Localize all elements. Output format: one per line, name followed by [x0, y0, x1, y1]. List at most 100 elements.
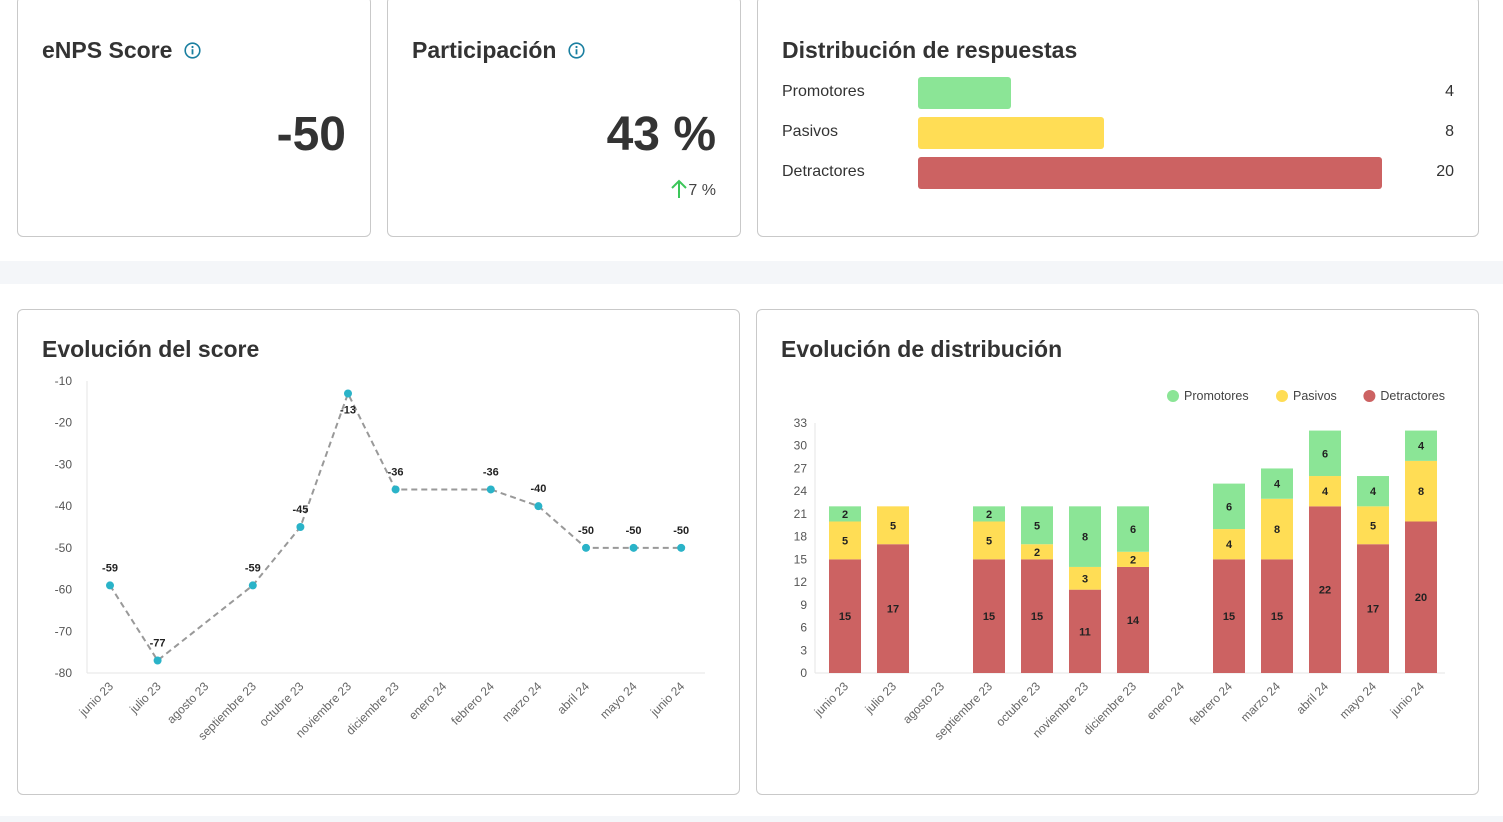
x-tick-label: enero 24: [406, 679, 450, 723]
bar-segment-pasivos[interactable]: [1213, 529, 1245, 560]
x-tick-label: mayo 24: [597, 679, 640, 722]
score-point[interactable]: [153, 656, 162, 665]
x-tick-label: julio 23: [126, 679, 164, 717]
bar-segment-detractores[interactable]: [877, 544, 909, 673]
x-tick-label: marzo 24: [1238, 679, 1284, 725]
bar-data-label: 15: [1271, 611, 1283, 623]
x-tick-label: junio 23: [811, 679, 852, 720]
y-tick-label: -60: [55, 583, 73, 597]
bar-segment-pasivos[interactable]: [1261, 498, 1293, 560]
y-tick-label: 27: [794, 461, 808, 475]
x-tick-label: enero 24: [1144, 679, 1188, 723]
participation-title-text: Participación: [412, 37, 557, 63]
score-point[interactable]: [296, 523, 305, 531]
x-tick-label: abril 24: [1293, 679, 1331, 717]
legend-label-promotores[interactable]: Promotores: [1184, 389, 1249, 403]
bar-segment-detractores[interactable]: [1405, 521, 1437, 673]
bar-segment-pasivos[interactable]: [1405, 460, 1437, 522]
info-icon[interactable]: [184, 38, 202, 65]
bar-data-label: 6: [1130, 524, 1136, 536]
distribution-title: Distribución de respuestas: [782, 37, 1078, 63]
participation-card: Participación 43 % 7 %: [387, 0, 741, 237]
score-point[interactable]: [582, 543, 590, 552]
x-tick-label: febrero 24: [1187, 679, 1236, 728]
distribution-bar-2[interactable]: [918, 157, 1382, 189]
bar-segment-promotores[interactable]: [1213, 483, 1245, 530]
bar-segment-promotores[interactable]: [1405, 430, 1437, 461]
y-tick-label: 3: [800, 643, 807, 657]
bar-segment-detractores[interactable]: [829, 559, 861, 673]
x-tick-label: junio 24: [647, 679, 688, 720]
legend-label-pasivos[interactable]: Pasivos: [1293, 389, 1337, 403]
bar-segment-pasivos[interactable]: [877, 506, 909, 545]
score-point[interactable]: [106, 581, 114, 590]
score-data-label: -59: [102, 562, 118, 574]
x-tick-label: octubre 23: [993, 679, 1043, 729]
bar-segment-promotores[interactable]: [1357, 476, 1389, 507]
enps-card: eNPS Score -50: [17, 0, 371, 237]
bar-segment-pasivos[interactable]: [973, 521, 1005, 560]
x-tick-label: octubre 23: [257, 679, 307, 729]
bar-data-label: 15: [839, 611, 851, 623]
y-tick-label: 15: [794, 552, 808, 566]
bar-segment-pasivos[interactable]: [829, 521, 861, 560]
y-tick-label: 30: [794, 439, 808, 453]
y-tick-label: -20: [55, 416, 73, 430]
y-tick-label: -70: [55, 624, 73, 638]
bar-segment-promotores[interactable]: [1021, 506, 1053, 545]
bar-data-label: 5: [1034, 520, 1040, 532]
bar-segment-promotores[interactable]: [829, 506, 861, 522]
y-tick-label: 9: [800, 598, 807, 612]
score-point[interactable]: [344, 389, 352, 398]
bar-segment-pasivos[interactable]: [1309, 476, 1341, 507]
score-data-label: -40: [530, 483, 546, 495]
bar-segment-detractores[interactable]: [1021, 559, 1053, 673]
score-point[interactable]: [486, 485, 495, 494]
bar-data-label: 8: [1418, 486, 1424, 498]
bar-segment-pasivos[interactable]: [1117, 551, 1149, 567]
legend-marker-promotores[interactable]: [1167, 390, 1179, 402]
legend-label-detractores[interactable]: Detractores: [1380, 389, 1445, 403]
bar-segment-detractores[interactable]: [1069, 589, 1101, 673]
bar-data-label: 15: [1031, 611, 1043, 623]
bar-data-label: 4: [1226, 539, 1233, 551]
score-point[interactable]: [248, 581, 257, 590]
bar-segment-detractores[interactable]: [1357, 544, 1389, 673]
bar-data-label: 6: [1226, 501, 1232, 513]
bar-data-label: 5: [1370, 520, 1376, 532]
bar-segment-detractores[interactable]: [1309, 506, 1341, 673]
bar-segment-pasivos[interactable]: [1357, 506, 1389, 545]
score-point[interactable]: [629, 543, 638, 552]
distribution-value-1: 8: [1445, 123, 1454, 140]
x-tick-label: mayo 24: [1337, 679, 1380, 722]
bar-segment-promotores[interactable]: [1261, 468, 1293, 499]
bar-segment-detractores[interactable]: [1213, 559, 1245, 673]
bar-data-label: 5: [842, 535, 848, 547]
enps-value: -50: [276, 108, 346, 161]
score-data-label: -59: [245, 562, 261, 574]
bar-segment-detractores[interactable]: [1117, 566, 1149, 673]
distribution-bar-1[interactable]: [918, 117, 1104, 149]
bar-segment-pasivos[interactable]: [1021, 544, 1053, 560]
info-icon[interactable]: [568, 38, 586, 65]
y-tick-label: 18: [794, 530, 808, 544]
bar-segment-promotores[interactable]: [1069, 506, 1101, 567]
participation-delta: 7 %: [670, 179, 716, 200]
legend-marker-pasivos[interactable]: [1276, 390, 1288, 402]
bar-segment-detractores[interactable]: [973, 559, 1005, 673]
score-data-label: -50: [578, 525, 594, 537]
y-tick-label: -30: [55, 457, 73, 471]
score-point[interactable]: [677, 543, 686, 552]
distribution-card: Distribución de respuestas Promotores 4 Pa…: [757, 0, 1479, 237]
bar-segment-detractores[interactable]: [1261, 559, 1293, 673]
bar-segment-pasivos[interactable]: [1069, 566, 1101, 590]
bar-segment-promotores[interactable]: [1117, 506, 1149, 552]
score-data-label: -13: [340, 405, 356, 417]
legend-marker-detractores[interactable]: [1363, 390, 1376, 402]
score-point[interactable]: [391, 485, 400, 494]
bar-segment-promotores[interactable]: [1309, 430, 1341, 477]
score-point[interactable]: [534, 502, 543, 511]
distribution-bar-0[interactable]: [918, 77, 1011, 109]
bar-segment-promotores[interactable]: [973, 506, 1005, 522]
